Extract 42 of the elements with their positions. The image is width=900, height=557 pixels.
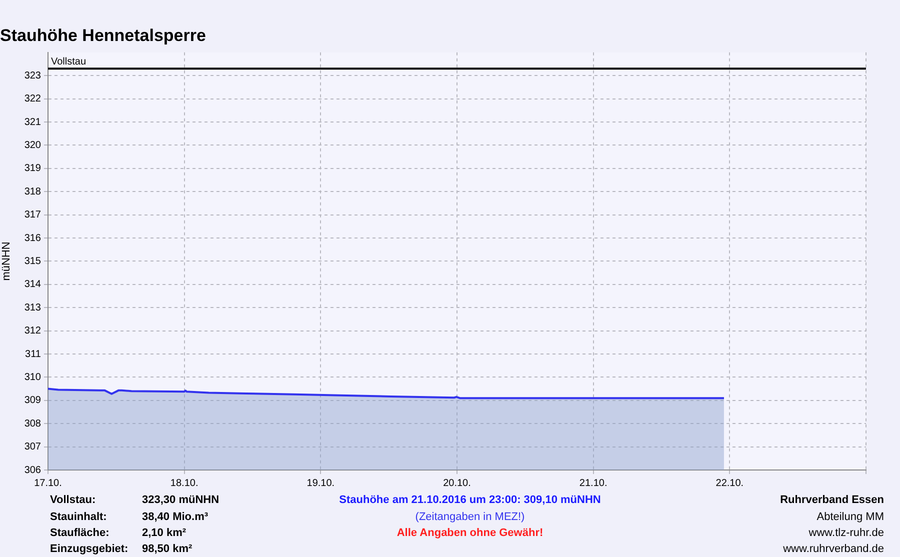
text: Ruhrverband Essen xyxy=(780,494,884,506)
y-tick-label: 317 xyxy=(24,210,42,221)
text: Abteilung MM xyxy=(816,511,884,523)
x-tick-label: 19.10. xyxy=(306,478,335,489)
text: www.tlz-ruhr.de xyxy=(808,527,884,539)
y-tick-label: 322 xyxy=(24,94,42,105)
text: 2,10 km² xyxy=(142,527,186,539)
x-tick-label: 21.10. xyxy=(579,478,608,489)
y-tick-label: 319 xyxy=(24,163,42,174)
y-tick-label: 306 xyxy=(24,464,42,476)
text: www.ruhrverband.de xyxy=(783,543,884,555)
ref-line-label: Vollstau xyxy=(51,56,86,68)
text: Stauhöhe am 21.10.2016 um 23:00: 309,10 müNHN xyxy=(339,494,601,506)
y-tick-label: 316 xyxy=(24,232,42,244)
chart-title: Stauhöhe Hennetalsperre xyxy=(0,26,206,45)
text: 323,30 müNHN xyxy=(142,494,220,506)
text: Staufläche: xyxy=(50,527,110,539)
text: Einzugsgebiet: xyxy=(50,543,128,555)
y-tick-label: 314 xyxy=(24,279,42,290)
y-tick-label: 308 xyxy=(24,418,42,430)
y-tick-label: 320 xyxy=(24,140,42,151)
text: Alle Angaben ohne Gewähr! xyxy=(396,527,544,539)
x-tick-label: 17.10. xyxy=(34,478,62,489)
y-tick-label: 323 xyxy=(24,70,42,82)
y-tick-label: 321 xyxy=(24,116,42,128)
text: Vollstau: xyxy=(50,494,96,506)
text: 98,50 km² xyxy=(142,543,192,555)
y-tick-label: 312 xyxy=(24,326,42,337)
x-tick-label: 22.10. xyxy=(716,478,744,489)
x-tick-label: 20.10. xyxy=(443,478,471,489)
y-tick-label: 318 xyxy=(24,186,42,198)
text: Stauinhalt: xyxy=(50,511,107,523)
y-tick-label: 311 xyxy=(25,348,42,360)
text: 38,40 Mio.m³ xyxy=(142,511,208,523)
y-tick-label: 307 xyxy=(24,442,42,453)
y-axis-title: müNHN xyxy=(0,242,13,281)
y-tick-label: 315 xyxy=(24,256,42,267)
y-tick-label: 313 xyxy=(24,302,42,314)
x-tick-label: 18.10. xyxy=(170,478,198,489)
y-tick-label: 309 xyxy=(24,395,42,406)
text: (Zeitangaben in MEZ!) xyxy=(415,511,525,523)
y-tick-label: 310 xyxy=(24,372,42,383)
